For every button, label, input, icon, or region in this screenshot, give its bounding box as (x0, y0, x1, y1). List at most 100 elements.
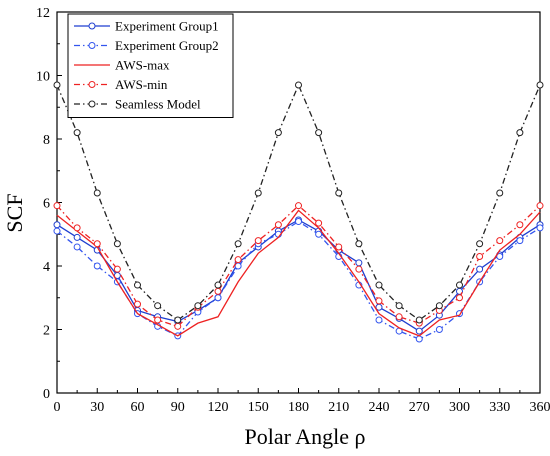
x-tick-label: 300 (449, 400, 470, 415)
legend-label: Experiment Group2 (115, 38, 219, 53)
data-point (194, 302, 202, 310)
x-tick-label: 150 (248, 400, 269, 415)
data-point (274, 129, 282, 137)
legend-marker (88, 81, 96, 88)
data-point (254, 189, 262, 197)
data-point (476, 252, 484, 260)
data-point (516, 129, 524, 137)
x-tick-label: 240 (369, 400, 390, 415)
data-point (355, 240, 363, 248)
data-point (73, 129, 81, 137)
series-line (56, 209, 541, 337)
data-point (355, 265, 363, 273)
data-point (53, 227, 61, 235)
x-tick-label: 360 (530, 400, 550, 415)
x-tick-label: 30 (90, 400, 104, 415)
data-point (73, 224, 81, 232)
data-point (214, 294, 222, 302)
data-point (53, 221, 61, 229)
data-point (496, 252, 504, 260)
data-point (395, 313, 403, 321)
data-point (134, 281, 141, 289)
data-point (174, 316, 182, 324)
data-point (516, 221, 524, 229)
data-point (315, 219, 323, 227)
x-tick-label: 330 (489, 400, 510, 415)
data-point (93, 189, 101, 197)
data-point (134, 300, 141, 308)
data-point (496, 189, 504, 197)
series-seamless-model (53, 81, 544, 324)
data-point (395, 302, 403, 310)
x-tick-label: 210 (328, 400, 349, 415)
data-point (536, 81, 544, 89)
legend-marker (88, 22, 96, 30)
x-tick-label: 60 (131, 400, 145, 415)
x-tick-label: 270 (409, 400, 430, 415)
data-point (154, 302, 162, 310)
x-tick-label: 90 (171, 400, 185, 415)
series-experiment-group1 (53, 216, 544, 335)
data-point (254, 237, 262, 245)
legend-label: Seamless Model (115, 97, 201, 112)
data-point (456, 294, 463, 302)
data-point (53, 202, 61, 210)
data-point (73, 233, 81, 241)
legend-item: Experiment Group2 (74, 38, 219, 53)
series-line (56, 219, 541, 332)
x-axis-title: Polar Angle ρ (245, 424, 366, 449)
legend-item: Seamless Model (74, 97, 201, 112)
data-point (415, 327, 423, 335)
series-layer (53, 81, 544, 343)
data-point (295, 202, 302, 210)
data-point (315, 230, 323, 238)
legend-label: AWS-max (115, 58, 170, 73)
data-point (375, 316, 383, 324)
data-point (476, 265, 484, 273)
data-point (53, 81, 61, 89)
y-tick-label: 4 (43, 260, 50, 275)
data-point (375, 297, 383, 305)
data-point (234, 256, 242, 264)
data-point (476, 240, 484, 248)
data-point (335, 189, 343, 197)
axis-ticks: 0 30 60 90 120 150 180 210 240 270 300 330 360 0 2 4 6 8 1… (36, 6, 550, 415)
data-point (73, 243, 81, 251)
data-point (375, 281, 383, 289)
data-point (496, 237, 504, 245)
legend-item: AWS-max (74, 58, 170, 73)
data-point (435, 326, 443, 333)
data-point (435, 302, 443, 310)
legend-label: Experiment Group1 (115, 19, 219, 34)
legend-marker (88, 42, 96, 49)
x-tick-label: 180 (288, 400, 309, 415)
data-point (295, 81, 302, 89)
data-point (274, 221, 282, 229)
x-tick-label: 120 (208, 400, 229, 415)
data-point (174, 322, 182, 330)
x-tick-label: 0 (54, 400, 61, 415)
data-point (355, 259, 363, 267)
y-tick-label: 2 (43, 324, 50, 339)
data-point (516, 237, 524, 245)
data-point (415, 335, 423, 343)
data-point (415, 316, 423, 324)
y-tick-label: 0 (43, 387, 50, 402)
data-point (536, 224, 544, 232)
y-tick-label: 6 (43, 197, 50, 212)
data-point (234, 240, 242, 248)
legend-label: AWS-min (115, 77, 168, 92)
data-point (536, 202, 544, 210)
data-point (154, 316, 162, 324)
y-axis-title: SCF (2, 193, 27, 232)
data-point (315, 129, 323, 137)
y-tick-label: 10 (36, 70, 50, 85)
series-aws-max (56, 209, 541, 337)
data-point (113, 240, 121, 248)
legend-item: Experiment Group1 (74, 19, 219, 34)
data-point (295, 218, 302, 226)
legend: Experiment Group1 Experiment Group2 AWS-ma… (67, 13, 234, 118)
series-aws-min (53, 202, 544, 330)
y-tick-label: 12 (36, 6, 50, 21)
